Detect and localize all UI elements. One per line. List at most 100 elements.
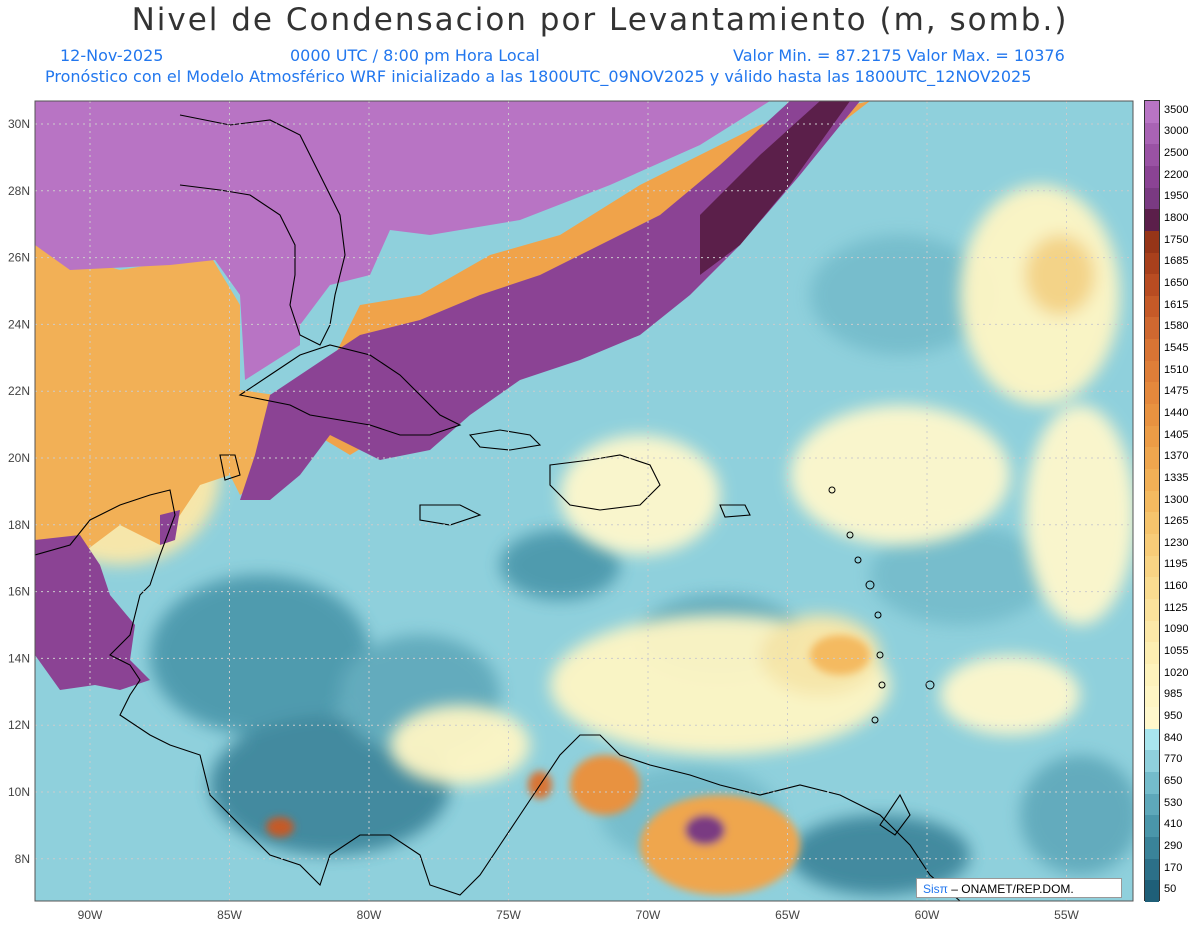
lat-label: 18N bbox=[8, 518, 30, 532]
lat-label: 26N bbox=[8, 251, 30, 265]
lon-label: 60W bbox=[915, 908, 940, 922]
lon-label: 85W bbox=[217, 908, 242, 922]
lat-label: 28N bbox=[8, 184, 30, 198]
purple-band-cuba bbox=[240, 101, 860, 500]
legend-label: 1800 bbox=[1164, 212, 1189, 225]
credit-text: – ONAMET/REP.DOM. bbox=[951, 882, 1074, 896]
legend-swatch bbox=[1145, 707, 1159, 730]
lon-label: 80W bbox=[357, 908, 382, 922]
legend-swatch bbox=[1145, 295, 1159, 318]
legend-swatch bbox=[1145, 317, 1159, 340]
lesser-antilles bbox=[828, 486, 935, 724]
legend-swatch bbox=[1145, 512, 1159, 535]
legend-swatch bbox=[1145, 490, 1159, 513]
purple-region-florida bbox=[35, 101, 770, 380]
legend-swatch bbox=[1145, 425, 1159, 448]
purple-band-core bbox=[700, 101, 850, 275]
legend-swatch bbox=[1145, 685, 1159, 708]
lat-label: 16N bbox=[8, 585, 30, 599]
legend-label: 1265 bbox=[1164, 515, 1189, 528]
legend-swatch bbox=[1145, 663, 1159, 686]
legend-label: 1750 bbox=[1164, 233, 1189, 246]
legend-label: 1300 bbox=[1164, 493, 1189, 506]
legend-swatch bbox=[1145, 837, 1159, 860]
legend-label: 1650 bbox=[1164, 277, 1189, 289]
legend-swatch bbox=[1145, 252, 1159, 275]
lat-label: 24N bbox=[8, 317, 30, 331]
lat-label: 22N bbox=[8, 384, 30, 398]
legend-swatch bbox=[1145, 274, 1159, 297]
legend-swatch bbox=[1145, 187, 1159, 210]
legend-label: 1615 bbox=[1164, 298, 1189, 311]
lon-label: 75W bbox=[496, 908, 521, 922]
legend-swatch bbox=[1145, 339, 1159, 362]
legend-swatch bbox=[1145, 642, 1159, 665]
legend-label: 1475 bbox=[1164, 385, 1189, 398]
legend-swatch bbox=[1145, 815, 1159, 838]
legend-label: 1335 bbox=[1164, 471, 1189, 484]
legend-label: 1405 bbox=[1164, 428, 1189, 441]
legend-swatch bbox=[1145, 577, 1159, 600]
lon-label: 70W bbox=[636, 908, 661, 922]
forecast-time: 0000 UTC / 8:00 pm Hora Local bbox=[290, 46, 540, 65]
lat-label: 8N bbox=[15, 852, 30, 866]
gridlines bbox=[35, 101, 1133, 901]
legend-swatch bbox=[1145, 728, 1159, 751]
color-legend bbox=[1144, 100, 1160, 903]
legend-label: 650 bbox=[1164, 774, 1183, 787]
legend-label: 2500 bbox=[1164, 147, 1189, 160]
legend-swatch bbox=[1145, 750, 1159, 773]
legend-label: 290 bbox=[1164, 839, 1183, 852]
legend-label: 770 bbox=[1164, 753, 1183, 766]
model-description: Pronóstico con el Modelo Atmosférico WRF… bbox=[45, 67, 1032, 86]
lon-label: 65W bbox=[775, 908, 800, 922]
lat-label: 10N bbox=[8, 785, 30, 799]
legend-swatch bbox=[1145, 122, 1159, 145]
legend-label: 2200 bbox=[1164, 168, 1189, 181]
legend-label: 1125 bbox=[1164, 601, 1188, 614]
legend-label: 1020 bbox=[1164, 666, 1189, 679]
legend-label: 1370 bbox=[1164, 450, 1189, 463]
legend-label: 1685 bbox=[1164, 255, 1189, 268]
legend-swatch bbox=[1145, 360, 1159, 383]
credit-box: Sisπ – ONAMET/REP.DOM. bbox=[916, 878, 1122, 898]
legend-swatch bbox=[1145, 447, 1159, 470]
min-max-values: Valor Min. = 87.2175 Valor Max. = 10376 bbox=[733, 46, 1065, 65]
legend-label: 1195 bbox=[1164, 558, 1188, 571]
moderate-lcl-patches bbox=[35, 185, 1133, 785]
legend-swatch bbox=[1145, 230, 1159, 254]
legend-swatch bbox=[1145, 165, 1159, 189]
legend-swatch bbox=[1145, 620, 1159, 643]
legend-swatch bbox=[1145, 858, 1159, 881]
legend-swatch bbox=[1145, 404, 1159, 427]
legend-label: 985 bbox=[1164, 688, 1183, 701]
lon-label: 90W bbox=[78, 908, 103, 922]
legend-swatch bbox=[1145, 469, 1159, 492]
lat-label: 30N bbox=[8, 117, 30, 131]
lat-label: 20N bbox=[8, 451, 30, 465]
legend-label: 1580 bbox=[1164, 320, 1189, 333]
legend-swatch bbox=[1145, 101, 1159, 124]
legend-swatch bbox=[1145, 880, 1159, 903]
legend-label: 1055 bbox=[1164, 645, 1189, 658]
legend-label: 170 bbox=[1164, 861, 1183, 874]
legend-label: 1950 bbox=[1164, 190, 1189, 203]
lat-label: 12N bbox=[8, 718, 30, 732]
map-frame bbox=[34, 100, 1134, 902]
legend-swatch bbox=[1145, 772, 1159, 795]
chart-title: Nivel de Condensacion por Levantamiento … bbox=[131, 2, 1069, 38]
lon-label: 55W bbox=[1054, 908, 1079, 922]
legend-swatch bbox=[1145, 598, 1159, 622]
legend-swatch bbox=[1145, 209, 1159, 232]
legend-swatch bbox=[1145, 555, 1159, 578]
legend-swatch bbox=[1145, 793, 1159, 816]
legend-label: 530 bbox=[1164, 796, 1183, 809]
purple-region-honduras bbox=[35, 535, 150, 690]
legend-label: 1160 bbox=[1164, 580, 1188, 593]
legend-label: 3000 bbox=[1164, 125, 1189, 138]
coastlines bbox=[35, 114, 961, 901]
lcl-map: 90W 85W 80W 75W 70W 65W 60W 55W 30N 28N 26N 24N 22N… bbox=[8, 100, 1134, 922]
legend-label: 1545 bbox=[1164, 341, 1189, 354]
longitude-labels: 90W 85W 80W 75W 70W 65W 60W 55W bbox=[78, 908, 1080, 922]
sis-logo-text: Sisπ bbox=[923, 882, 948, 896]
